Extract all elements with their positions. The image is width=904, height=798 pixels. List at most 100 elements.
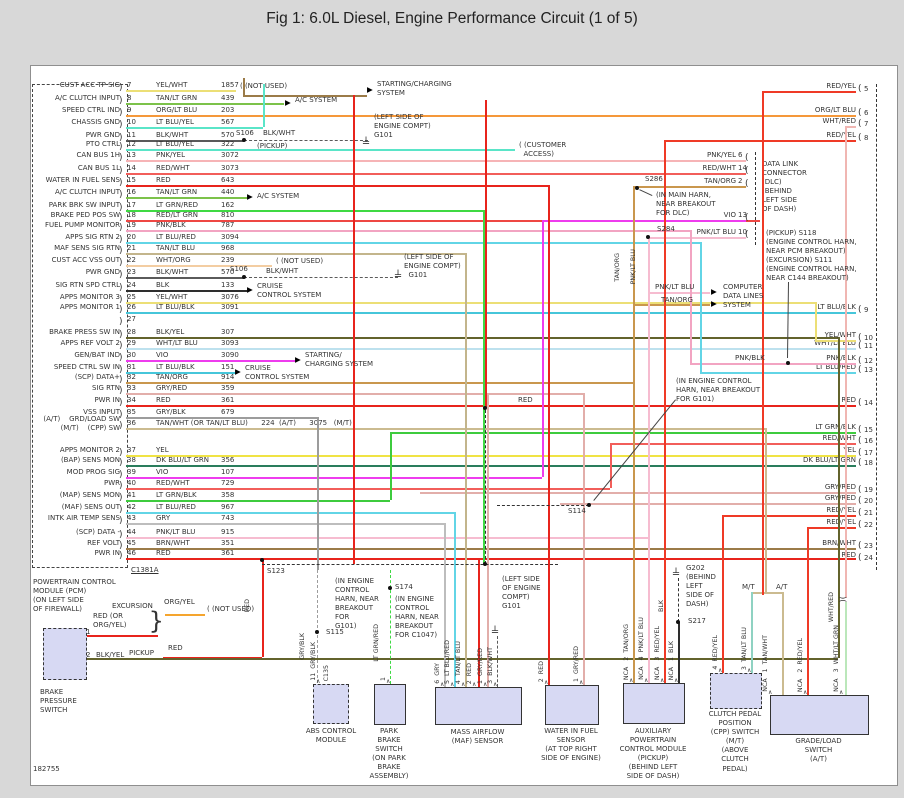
wire-color-label: TAN/WHT (OR TAN/LT BLU) 224 (A/T) 3075 (… bbox=[156, 419, 352, 427]
wire-line bbox=[762, 91, 856, 93]
pcm-pin-label: CUST ACC VSS OUT bbox=[51, 256, 120, 264]
connector-bracket: ( bbox=[858, 356, 862, 366]
pin-number: 40 bbox=[127, 479, 136, 487]
wire-line bbox=[390, 570, 391, 684]
pin-number: 19 bbox=[127, 221, 136, 229]
circuit-number: 359 bbox=[221, 384, 235, 392]
park-brake-switch-label: PARK BRAKE SWITCH (ON PARK BRAKE ASSEMBL… bbox=[369, 727, 409, 781]
circuit-number: 3072 bbox=[221, 151, 239, 159]
pcm-pin-label: CHASSIS GND bbox=[71, 118, 120, 126]
annotation: (PICKUP) bbox=[257, 142, 288, 150]
wire-line bbox=[262, 558, 264, 657]
circuit-number: 361 bbox=[221, 396, 235, 404]
wire-color-label: YEL/WHT bbox=[156, 81, 188, 89]
connector-bracket: ) bbox=[119, 235, 123, 245]
wire-line bbox=[722, 515, 724, 673]
connector-bracket: ) bbox=[119, 330, 123, 340]
circuit-number: 743 bbox=[221, 514, 235, 522]
splice-dot bbox=[260, 558, 264, 562]
vertical-wire-label: C135 bbox=[323, 664, 330, 681]
wire-line bbox=[126, 185, 548, 187]
wire-line bbox=[126, 220, 760, 222]
pcm-pin-label: CAN BUS 1H bbox=[76, 151, 120, 159]
wire-line bbox=[807, 527, 809, 695]
annotation: BLK/WHT bbox=[266, 267, 299, 275]
clutch-pedal-position-switch-label: CLUTCH PEDAL POSITION (CPP) SWITCH (M/T)… bbox=[708, 710, 762, 773]
wire-color-label: GRY/RED bbox=[156, 384, 188, 392]
connector-bracket: ) bbox=[119, 448, 123, 458]
annotation: (IN MAIN HARN, NEAR BREAKOUT FOR DLC) bbox=[656, 191, 716, 218]
wire-color-label: GRY bbox=[156, 514, 171, 522]
annotation: CRUISE CONTROL SYSTEM bbox=[257, 282, 322, 300]
pcm-pin-label: APPS REF VOLT 2 bbox=[60, 339, 120, 347]
pcm-pin-label: PTO CTRL bbox=[85, 140, 120, 148]
splice-dot bbox=[646, 235, 650, 239]
pin-number: 17 bbox=[127, 201, 136, 209]
wire-color-label: PNK/LT BLU bbox=[156, 528, 196, 536]
connector-bracket: ) bbox=[119, 505, 123, 515]
connector-bracket: ( bbox=[858, 458, 862, 468]
circuit-number: 358 bbox=[221, 491, 235, 499]
pcm-connector-outline bbox=[32, 84, 128, 568]
vertical-wire-label: 3 BLK/WHT bbox=[487, 647, 494, 684]
figure-number: 182755 bbox=[33, 765, 60, 773]
wire-line bbox=[633, 304, 710, 306]
vertical-wire-label: NCA 3 WHT/LT GRN bbox=[833, 625, 840, 692]
wire-line bbox=[678, 622, 680, 683]
splice-dot bbox=[315, 630, 319, 634]
pin-number: 31 bbox=[127, 363, 136, 371]
wire-color-label: TAN/LT GRN bbox=[156, 188, 198, 196]
connector-bracket: ) bbox=[119, 190, 123, 200]
arrow-icon: ▶ bbox=[367, 85, 373, 94]
connector-bracket: ) bbox=[119, 341, 123, 351]
splice-dot bbox=[483, 562, 487, 566]
vertical-wire-label: NCA 2 TAN/ORG bbox=[623, 623, 630, 680]
wire-line bbox=[163, 657, 262, 659]
clutch-pedal-position-switch bbox=[710, 673, 762, 709]
wire-note: ( (CUSTOMER ACCESS) bbox=[519, 141, 567, 159]
circuit-number: 322 bbox=[221, 140, 235, 148]
wire-color-label: RED bbox=[156, 396, 171, 404]
pin-number: 15 bbox=[864, 426, 873, 434]
pcm-pin-label: FUEL PUMP MONITOR bbox=[44, 221, 120, 229]
connector-bracket: ) bbox=[119, 493, 123, 503]
connector-bracket: ( bbox=[858, 520, 862, 530]
connector-bracket: ( bbox=[745, 179, 749, 189]
pin-number: 35 bbox=[127, 408, 136, 416]
wire-line bbox=[648, 237, 650, 683]
pcm-pin-label: SIG RTN bbox=[91, 384, 120, 392]
wire-line bbox=[126, 90, 236, 92]
right-pin-wire-label: RED/YEL bbox=[826, 506, 856, 514]
pin-number: 17 bbox=[864, 449, 873, 457]
right-pin-wire-label: YEL/WHT bbox=[824, 331, 856, 339]
wire-line bbox=[542, 220, 746, 222]
maf-sensor-label: MASS AIRFLOW (MAF) SENSOR bbox=[450, 728, 505, 746]
connector-bracket: ) bbox=[119, 133, 123, 143]
wire-line bbox=[542, 220, 544, 477]
wire-color-label: PNK/BLK bbox=[156, 221, 186, 229]
pin-caret-icon: ∧ bbox=[660, 677, 665, 684]
aux-powertrain-control-module-label: AUXILIARY POWERTRAIN CONTROL MODULE (PIC… bbox=[619, 727, 687, 781]
wire-color-label: ORG/LT BLU bbox=[156, 106, 198, 114]
pcm-pin-label: APPS SIG RTN 2 bbox=[65, 233, 120, 241]
annotation: CRUISE CONTROL SYSTEM bbox=[245, 364, 310, 382]
wire-color-label: DK BLU/LT GRN bbox=[156, 456, 210, 464]
wire-color-label: RED bbox=[156, 549, 171, 557]
wire-line bbox=[126, 302, 815, 304]
splice-dot bbox=[388, 586, 392, 590]
circuit-number: 1857 bbox=[221, 81, 239, 89]
circuit-number: 3091 bbox=[221, 303, 239, 311]
wire-line bbox=[85, 658, 838, 660]
pin-number: 24 bbox=[127, 281, 136, 289]
vertical-wire-label: 4 TAN/LT BLU bbox=[455, 640, 462, 684]
pcm-pin-label: (A/T) GRD/LOAD SW (M/T) (CPP) SW bbox=[43, 415, 120, 433]
pin-number: 10 bbox=[738, 228, 747, 236]
pin-number: 13 bbox=[864, 366, 873, 374]
pin-number: 9 bbox=[864, 306, 869, 314]
pin-number: 43 bbox=[127, 514, 136, 522]
pcm-pin-label: SPEED CTRL SW IN bbox=[53, 363, 120, 371]
pin-number: 18 bbox=[864, 459, 873, 467]
pin-caret-icon: ∧ bbox=[644, 677, 649, 684]
pin-caret-icon: ∧ bbox=[440, 681, 445, 688]
wire-color-label: PNK/YEL bbox=[156, 151, 186, 159]
